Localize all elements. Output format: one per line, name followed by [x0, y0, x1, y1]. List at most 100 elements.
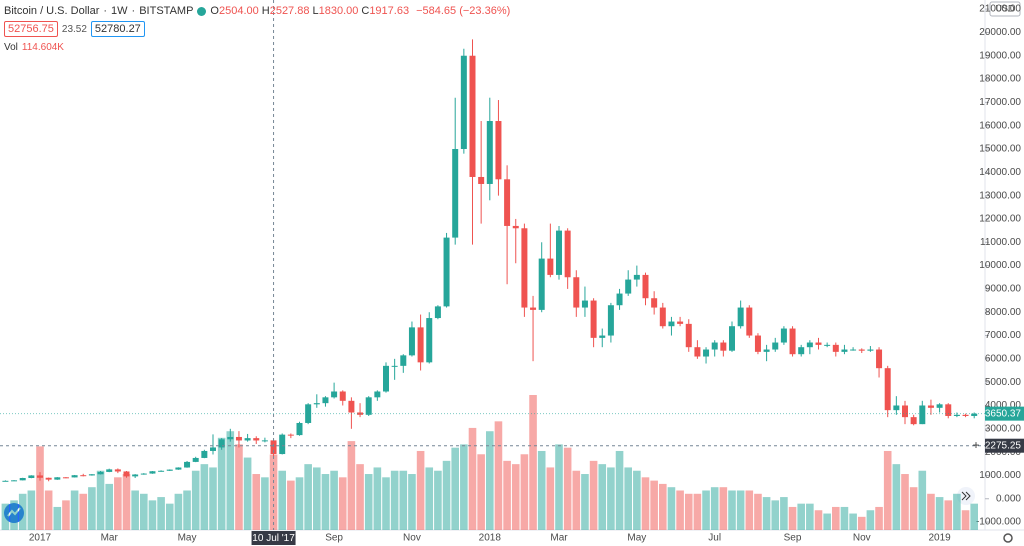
candle-body [495, 121, 502, 180]
volume-bar [356, 464, 364, 530]
buy-price[interactable]: 52780.27 [90, 21, 145, 37]
volume-bar [710, 487, 719, 530]
volume-bar [788, 506, 797, 530]
candle-body [971, 413, 978, 416]
settings-button[interactable] [1003, 533, 1013, 543]
volume-bar [563, 447, 572, 530]
volume-bar [313, 467, 321, 530]
candle-body [945, 404, 952, 416]
volume-bar [589, 460, 598, 530]
volume-bar [650, 480, 658, 530]
volume-bar [771, 500, 780, 530]
y-tick-label: -1000.000 [976, 517, 1021, 528]
candle-body [279, 434, 286, 455]
x-tick-label: Nov [403, 533, 421, 544]
candle-body [296, 422, 303, 436]
candle-body [426, 318, 433, 363]
volume-bar [762, 497, 771, 530]
candle-body [313, 403, 320, 405]
candle-body [270, 440, 277, 455]
volume-bar [624, 467, 632, 530]
candle-body [391, 365, 398, 367]
volume-bar [278, 470, 286, 530]
volume-bar [572, 470, 581, 530]
ohlc-value: 2504.00 [218, 5, 259, 17]
volume-bar [676, 490, 684, 530]
candle-body [832, 344, 839, 352]
volume-bar [191, 470, 200, 530]
volume-bar [1, 503, 10, 530]
y-tick-label: 12000.00 [979, 214, 1021, 225]
volume-bar [537, 450, 546, 530]
y-tick-label: 11000.00 [980, 237, 1021, 248]
candle-body [936, 404, 943, 408]
candle-body [850, 349, 857, 351]
interval[interactable]: 1W [111, 5, 128, 17]
candle-body [106, 469, 113, 472]
ohlc-key: H [261, 5, 270, 17]
crosshair-plus: + [972, 438, 979, 452]
volume-bar [364, 474, 373, 530]
crosshair-price-box [985, 438, 1024, 453]
candle-body [28, 475, 35, 479]
volume-bar [183, 490, 191, 530]
volume-bar [477, 454, 485, 530]
candle-body [434, 306, 441, 319]
candle-body [685, 323, 692, 348]
candle-body [114, 469, 121, 472]
y-tick-label: 7000.00 [985, 330, 1022, 341]
sell-price[interactable]: 52756.75 [4, 21, 58, 37]
volume-bar [468, 427, 477, 530]
candle-body [478, 176, 485, 184]
x-tick-label: Sep [325, 533, 343, 544]
candle-body [668, 321, 675, 327]
y-tick-label: 16000.00 [979, 120, 1021, 131]
volume-bar [451, 447, 459, 530]
volume-bar [36, 446, 44, 530]
spread: 23.52 [61, 23, 87, 35]
volume-bar [399, 470, 408, 530]
volume-bar [944, 500, 953, 530]
candle-body [71, 475, 78, 478]
candle-body [711, 342, 718, 350]
volume-bar [918, 470, 927, 530]
volume-bar [555, 444, 563, 530]
y-tick-label: 18000.00 [979, 74, 1021, 85]
y-tick-label: 3000.00 [985, 423, 1022, 434]
exchange: BITSTAMP [139, 5, 194, 17]
volume-bar [157, 497, 165, 530]
volume-bar [909, 487, 918, 530]
candle-body [374, 391, 381, 398]
candle-body [175, 467, 182, 470]
volume-bar [659, 483, 667, 530]
volume-bar [338, 477, 347, 530]
volume-bar [390, 470, 399, 530]
ohlc-values: O2504.00 H2527.88 L1830.00 C1917.63 [210, 5, 412, 17]
candle-body [460, 55, 467, 149]
volume-bar [287, 480, 295, 530]
candle-body [37, 475, 43, 478]
volume-bar [745, 490, 754, 530]
volume-bar [235, 444, 243, 530]
volume-bar [44, 490, 53, 530]
candle-body [625, 279, 632, 294]
volume-bar [607, 467, 615, 530]
crosshair-time: 10 Jul '17 [252, 533, 295, 544]
candle-body [754, 335, 761, 352]
candle-body [443, 237, 450, 307]
candle-body [201, 450, 208, 458]
market-status [197, 6, 207, 16]
candle-body [902, 405, 908, 418]
volume-bar [165, 503, 174, 530]
volume-bar [494, 421, 503, 530]
candle-body [218, 439, 225, 448]
volume-bar [425, 467, 434, 530]
y-tick-label: 21000.00 [979, 4, 1021, 15]
volume-bar [140, 493, 148, 530]
volume-bar [806, 503, 814, 530]
candle-body [910, 417, 917, 425]
x-tick-label: Nov [853, 533, 871, 544]
candle-body [158, 470, 165, 472]
x-tick-label: Mar [550, 533, 568, 544]
currency-box[interactable] [989, 1, 1021, 17]
